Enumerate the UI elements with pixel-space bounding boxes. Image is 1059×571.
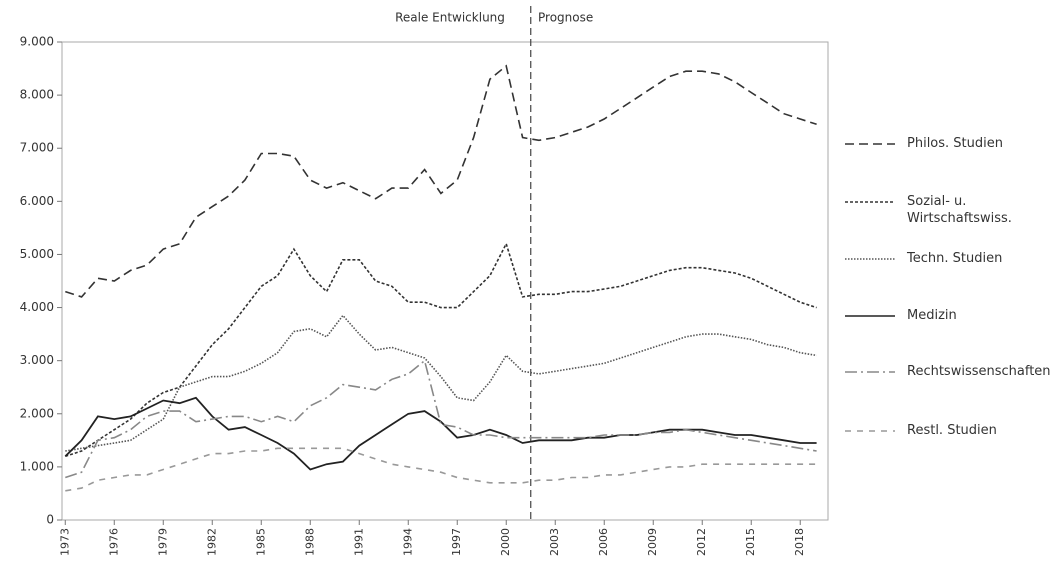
x-tick-label: 2012 bbox=[695, 528, 708, 556]
legend-swatch bbox=[845, 258, 895, 260]
legend-item: Sozial- u. Wirtschaftswiss. bbox=[845, 193, 1043, 227]
legend-label: Restl. Studien bbox=[907, 423, 997, 438]
series-line bbox=[65, 359, 817, 479]
y-tick-label: 1.000 bbox=[20, 459, 54, 473]
x-tick-label: 2018 bbox=[793, 528, 806, 556]
y-tick-label: 6.000 bbox=[20, 194, 54, 208]
x-tick-label: 2009 bbox=[646, 528, 659, 556]
y-tick-label: 0 bbox=[46, 513, 54, 527]
x-tick-label: 2015 bbox=[744, 528, 757, 556]
legend-item: Techn. Studien bbox=[845, 250, 1043, 267]
y-tick-label: 3.000 bbox=[20, 353, 54, 367]
x-tick-label: 1976 bbox=[107, 528, 120, 556]
legend-swatch bbox=[845, 371, 895, 373]
legend-label: Philos. Studien bbox=[907, 136, 1003, 151]
legend-swatch bbox=[845, 201, 895, 203]
x-tick-label: 1985 bbox=[254, 528, 267, 556]
x-tick-label: 1982 bbox=[205, 528, 218, 556]
y-tick-label: 9.000 bbox=[20, 35, 54, 49]
legend-item: Rechtswissenschaften bbox=[845, 363, 1051, 380]
series-line bbox=[65, 64, 817, 298]
y-tick-label: 8.000 bbox=[20, 88, 54, 102]
legend-swatch bbox=[845, 315, 895, 317]
series-line bbox=[65, 314, 817, 452]
series-line bbox=[64, 396, 817, 471]
x-tick-label: 1997 bbox=[450, 528, 463, 556]
x-tick-label: 2000 bbox=[499, 528, 512, 556]
series-line bbox=[65, 241, 817, 458]
x-tick-label: 1988 bbox=[303, 528, 316, 556]
y-tick-label: 4.000 bbox=[20, 300, 54, 314]
y-tick-label: 2.000 bbox=[20, 406, 54, 420]
y-tick-label: 7.000 bbox=[20, 141, 54, 155]
x-tick-label: 1979 bbox=[156, 528, 169, 556]
legend-item: Restl. Studien bbox=[845, 422, 1043, 439]
x-tick-label: 1994 bbox=[401, 528, 414, 556]
legend-item: Medizin bbox=[845, 307, 1043, 324]
plot-frame bbox=[61, 41, 829, 521]
x-tick-label: 2006 bbox=[597, 528, 610, 556]
annotation: Reale Entwicklung bbox=[395, 11, 505, 25]
legend-label: Rechtswissenschaften bbox=[907, 364, 1051, 379]
legend-item: Philos. Studien bbox=[845, 135, 1043, 152]
x-tick-label: 1991 bbox=[352, 528, 365, 556]
legend-swatch bbox=[845, 430, 895, 432]
x-tick-label: 1973 bbox=[58, 528, 71, 556]
annotation: Prognose bbox=[538, 11, 593, 25]
legend-label: Sozial- u. Wirtschaftswiss. bbox=[907, 194, 1012, 226]
x-tick-label: 2003 bbox=[548, 528, 561, 556]
series-line bbox=[65, 447, 817, 492]
legend-label: Techn. Studien bbox=[907, 251, 1003, 266]
legend-label: Medizin bbox=[907, 308, 957, 323]
y-tick-label: 5.000 bbox=[20, 247, 54, 261]
legend-swatch bbox=[845, 143, 895, 145]
